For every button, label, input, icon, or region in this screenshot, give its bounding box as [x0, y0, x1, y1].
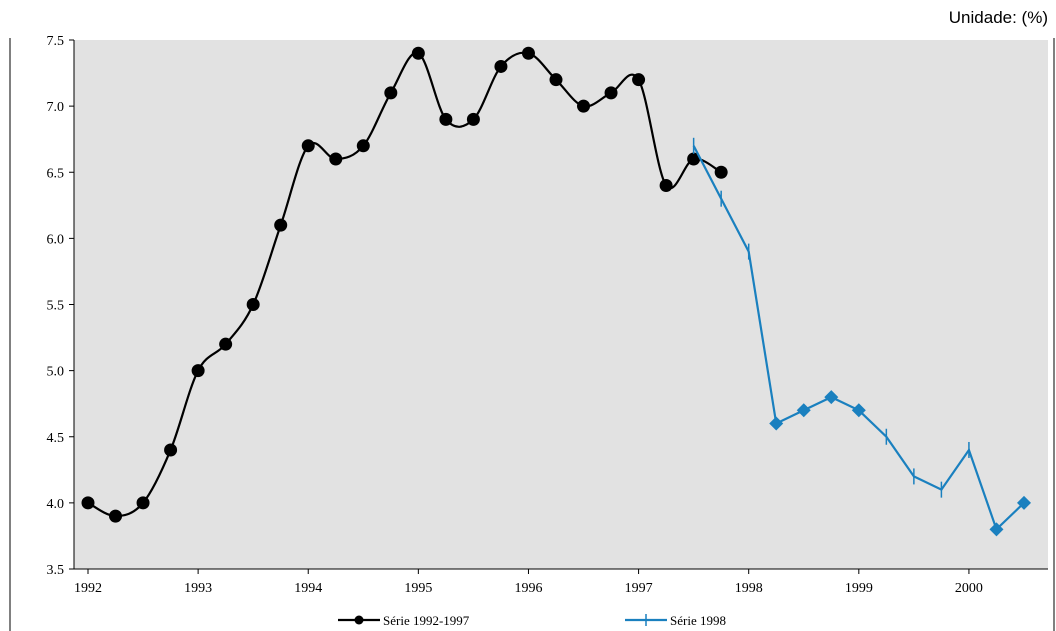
data-point [81, 496, 95, 510]
x-tick-label: 1998 [735, 581, 763, 596]
data-point [714, 165, 728, 179]
legend-item-2: Série 1998 [625, 613, 726, 628]
legend-label: Série 1998 [670, 613, 726, 628]
data-point [521, 46, 535, 60]
data-point [246, 298, 260, 311]
x-tick-label: 1997 [625, 581, 653, 596]
x-tick-label: 1995 [404, 581, 432, 596]
data-point [411, 46, 425, 60]
y-tick-label: 7.5 [47, 34, 65, 49]
data-point [769, 416, 784, 431]
data-point [989, 522, 1004, 537]
y-tick-label: 4.5 [47, 431, 65, 446]
x-axis-ticks: 1992 1993 1994 1995 1996 1997 1998 1999 2000 [74, 569, 983, 596]
data-point [191, 364, 205, 378]
y-tick-label: 6.0 [47, 232, 65, 247]
x-tick-label: 1994 [294, 581, 322, 596]
legend-marker [354, 615, 364, 625]
data-point [1016, 495, 1031, 510]
x-tick-label: 1993 [184, 581, 212, 596]
data-point [274, 218, 288, 232]
y-tick-label: 6.5 [47, 166, 65, 181]
legend-item-1: Série 1992-1997 [338, 613, 470, 628]
x-tick-label: 2000 [955, 581, 983, 596]
y-axis-ticks: 3.5 4.0 4.5 5.0 5.5 6.0 6.5 7.0 7.5 [47, 34, 74, 578]
data-point [824, 390, 839, 405]
data-point [356, 139, 370, 153]
data-point [109, 509, 123, 523]
y-tick-label: 3.5 [47, 563, 65, 578]
legend-label: Série 1992-1997 [383, 613, 470, 628]
data-point [329, 152, 343, 166]
y-tick-label: 5.0 [47, 365, 65, 380]
y-tick-label: 4.0 [47, 497, 65, 512]
series-2 [692, 137, 1031, 537]
data-point [549, 73, 563, 87]
unit-label: Unidade: (%) [948, 8, 1048, 27]
series-1 [81, 46, 728, 523]
x-tick-label: 1999 [845, 581, 873, 596]
data-point [439, 112, 453, 126]
x-tick-label: 1992 [74, 581, 102, 596]
y-tick-label: 7.0 [47, 100, 65, 115]
data-point [466, 112, 480, 126]
data-point [136, 496, 150, 510]
data-point [851, 403, 866, 418]
plot-area [74, 40, 1048, 569]
data-point [219, 337, 233, 351]
y-tick-label: 5.5 [47, 299, 65, 314]
data-point [687, 152, 701, 166]
data-point [796, 403, 811, 418]
data-point [301, 139, 315, 153]
series-layer [81, 46, 1031, 537]
data-point [632, 73, 646, 87]
data-point [577, 99, 591, 113]
data-point [604, 86, 618, 100]
data-point [494, 59, 508, 73]
data-point [164, 443, 178, 457]
x-tick-label: 1996 [514, 581, 542, 596]
data-point [659, 178, 673, 192]
data-point [384, 86, 398, 100]
legend: Série 1992-1997 Série 1998 [338, 613, 726, 628]
